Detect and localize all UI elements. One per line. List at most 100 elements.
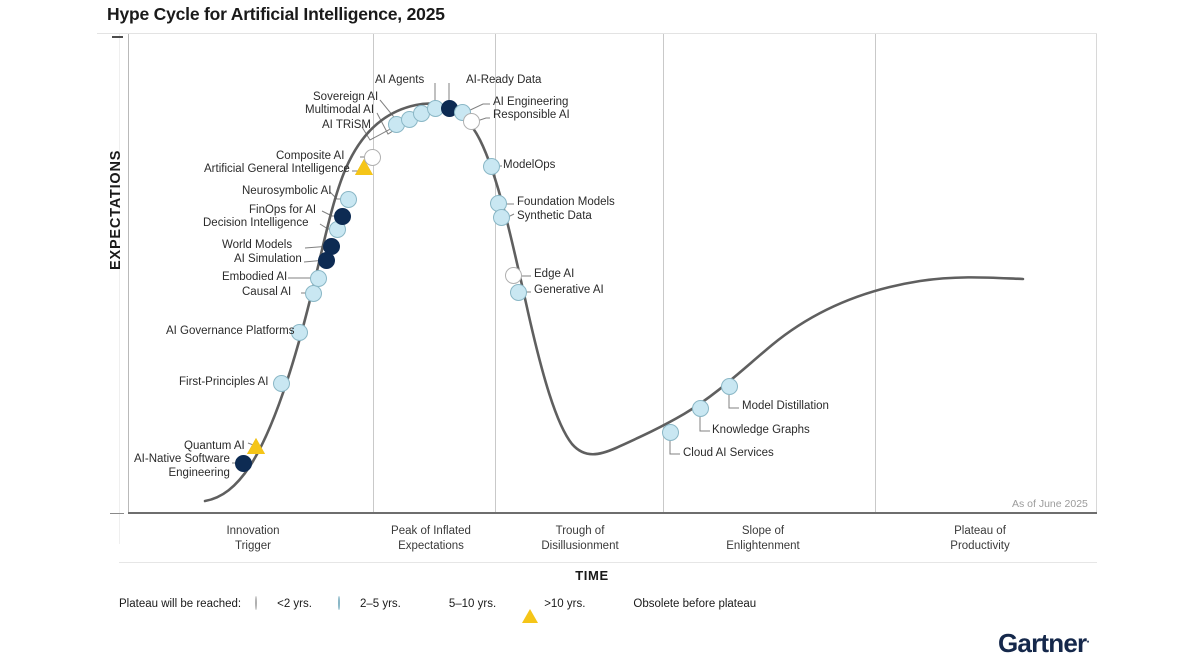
point-label-model-distillation: Model Distillation [742,400,829,414]
phase-line-2: Enlightenment [726,540,800,552]
point-label-line: Decision Intelligence [203,217,309,229]
point-label-modelops: ModelOps [503,159,555,173]
phase-line-1: Trough of [555,525,605,537]
phase-line-1: Innovation [226,525,280,537]
gartner-logo: Gartner. [998,628,1090,659]
point-label-sovereign-ai: Sovereign AI [313,91,378,105]
point-label-synthetic-data: Synthetic Data [517,210,592,224]
point-label-line: AI Governance Platforms [166,325,295,337]
circle-navy-icon [427,597,442,612]
point-label-line: Synthetic Data [517,210,592,222]
x-axis-line [128,512,1097,514]
point-label-line: Embodied AI [222,271,288,283]
triangle-marker-quantum-ai[interactable] [247,438,265,454]
point-label-line: Neurosymbolic AI [242,185,332,197]
point-label-line: Causal AI [242,286,292,298]
legend-item-5to10yrs[interactable]: 5–10 yrs. [427,597,496,612]
point-label-line: AI Engineering [493,96,569,108]
phase-label-plateau-of-productivity: Plateau of Productivity [895,524,1065,554]
phase-label-slope-of-enlightenment: Slope of Enlightenment [678,524,848,554]
point-label-artificial-general-intelligence: Artificial General Intelligence [204,163,350,177]
point-label-foundation-models: Foundation Models [517,196,615,210]
legend-item-gt10yrs[interactable]: >10 yrs. [522,596,586,623]
phase-line-1: Plateau of [954,525,1006,537]
data-point-cloud-ai-services[interactable] [661,423,679,441]
point-label-responsible-ai: Responsible AI [493,109,570,123]
gartner-registered-mark: . [1086,631,1089,646]
data-point-knowledge-graphs[interactable] [691,399,709,417]
point-label-ai-native-software-engineering: AI-Native Software Engineering [134,453,230,480]
y-axis-label-wrap: EXPECTATIONS [108,0,130,666]
point-label-line: Knowledge Graphs [712,424,810,436]
point-label-causal-ai: Causal AI [242,286,291,300]
point-label-generative-ai: Generative AI [534,284,604,298]
data-point-modelops[interactable] [482,157,500,175]
legend-title: Plateau will be reached: [119,598,242,610]
data-point-neurosymbolic-ai[interactable] [339,190,357,208]
triangle-icon [522,596,539,623]
plot-left-guide [119,34,120,544]
point-label-line: AI Agents [375,74,425,86]
phase-label-innovation-trigger: Innovation Trigger [168,524,338,554]
point-label-line: Artificial General Intelligence [204,163,350,175]
phase-divider-4 [875,34,876,513]
point-label-first-principles-ai: First-Principles AI [179,376,268,390]
data-point-embodied-ai[interactable] [309,269,327,287]
legend-item-obsolete[interactable]: Obsolete before plateau [611,597,756,612]
point-label-composite-ai: Composite AI [276,150,344,164]
data-point-causal-ai[interactable] [304,284,322,302]
point-label-finops-for-ai: FinOps for AI [249,204,316,218]
point-label-multimodal-ai: Multimodal AI [305,104,374,118]
legend-item-2to5yrs[interactable]: 2–5 yrs. [337,595,401,612]
y-axis-bottom-tick [110,513,124,514]
legend-label: Obsolete before plateau [633,598,757,610]
data-point-responsible-ai[interactable] [462,112,480,130]
point-label-line: Model Distillation [742,400,829,412]
data-point-composite-ai[interactable] [363,148,381,166]
data-point-world-models[interactable] [322,237,340,255]
legend-label: 5–10 yrs. [448,598,497,610]
y-axis-label: EXPECTATIONS [108,149,124,270]
point-label-line: Engineering [168,466,230,479]
point-label-line: AI TRiSM [322,119,371,131]
data-point-ai-governance-platforms[interactable] [290,323,308,341]
point-label-ai-engineering: AI Engineering [493,96,568,110]
point-label-quantum-ai: Quantum AI [184,440,245,454]
legend: Plateau will be reached: <2 yrs. 2–5 yrs… [119,595,782,623]
phase-line-2: Trigger [235,540,271,552]
point-label-line: AI Simulation [234,253,302,265]
point-label-line: Quantum AI [184,440,245,452]
data-point-ai-native-software-engineering[interactable] [234,454,252,472]
point-label-line: First-Principles AI [179,376,269,388]
data-point-model-distillation[interactable] [720,377,738,395]
point-label-line: Foundation Models [517,196,615,208]
as-of-date: As of June 2025 [1012,498,1088,510]
phase-label-peak-of-inflated-expectations: Peak of Inflated Expectations [346,524,516,554]
legend-item-lt2yrs[interactable]: <2 yrs. [255,595,312,612]
circle-light-icon [337,595,353,612]
phase-divider-3 [663,34,664,513]
data-point-synthetic-data[interactable] [492,208,510,226]
point-label-embodied-ai: Embodied AI [222,271,287,285]
phase-line-1: Peak of Inflated [391,525,471,537]
point-label-line: World Models [222,239,293,251]
data-point-edge-ai[interactable] [504,266,522,284]
point-label-ai-agents: AI Agents [375,74,424,88]
point-label-knowledge-graphs: Knowledge Graphs [712,424,810,438]
legend-label: >10 yrs. [544,598,586,610]
point-label-ai-simulation: AI Simulation [234,253,302,267]
point-label-ai-ready-data: AI-Ready Data [466,74,541,88]
point-label-line: Edge AI [534,268,575,280]
point-label-line: Responsible AI [493,109,570,121]
legend-label: <2 yrs. [277,598,312,610]
data-point-first-principles-ai[interactable] [272,374,290,392]
point-label-line: AI-Native Software [134,453,230,465]
obsolete-x-icon [611,597,626,612]
phase-line-2: Productivity [950,540,1010,552]
data-point-generative-ai[interactable] [509,283,527,301]
x-axis-label: TIME [575,568,609,583]
point-label-neurosymbolic-ai: Neurosymbolic AI [242,185,331,199]
data-point-finops-for-ai[interactable] [333,207,351,225]
gartner-wordmark: Gartner [998,628,1087,658]
point-label-decision-intelligence: Decision Intelligence [203,217,308,231]
